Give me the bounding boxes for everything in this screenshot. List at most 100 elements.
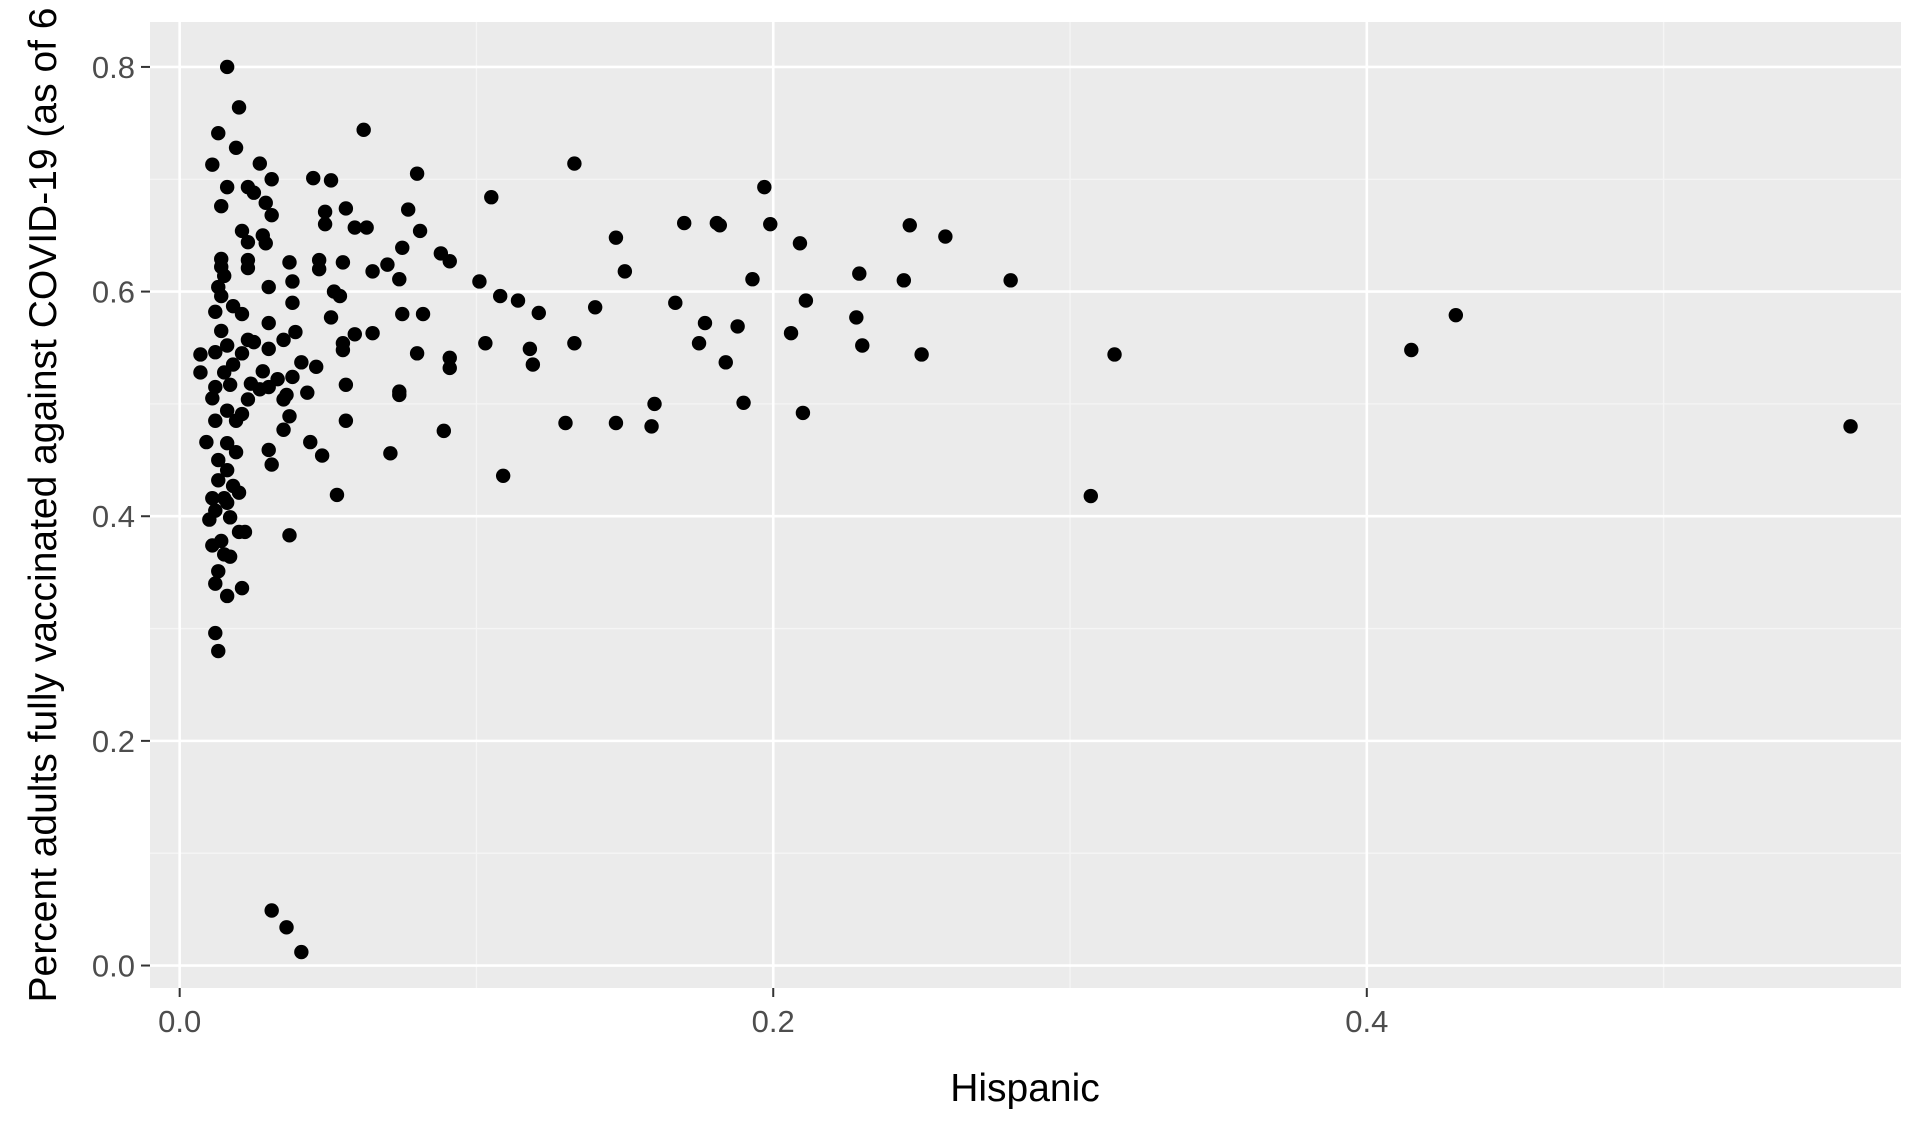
data-point <box>276 422 291 437</box>
data-point <box>852 266 867 281</box>
data-point <box>510 293 526 308</box>
data-point <box>211 452 226 468</box>
data-point <box>392 387 407 403</box>
data-point <box>314 448 330 463</box>
data-point <box>208 379 223 395</box>
data-points <box>193 59 1858 960</box>
data-point <box>442 360 457 376</box>
data-point <box>783 325 799 341</box>
data-point <box>219 59 235 75</box>
minor-gridlines <box>150 22 1901 988</box>
data-point <box>442 254 457 269</box>
data-point <box>335 342 351 358</box>
data-point <box>264 903 279 918</box>
data-point <box>326 284 342 299</box>
data-point <box>285 295 300 311</box>
data-point <box>356 122 371 138</box>
data-point <box>558 415 573 431</box>
data-point <box>712 218 728 233</box>
data-point <box>1083 488 1098 504</box>
y-tick-label: 0.6 <box>92 275 135 310</box>
data-point <box>567 156 582 171</box>
data-point <box>231 100 247 115</box>
data-point <box>216 268 232 284</box>
data-point <box>208 345 223 360</box>
data-point <box>323 173 339 188</box>
data-point <box>525 357 541 372</box>
data-point <box>288 324 303 340</box>
data-point <box>338 413 354 428</box>
data-point <box>303 434 318 450</box>
data-point <box>228 140 244 156</box>
data-point <box>294 944 309 960</box>
data-point <box>395 306 410 322</box>
data-point <box>228 413 244 428</box>
data-point <box>668 295 683 311</box>
data-point <box>234 306 250 322</box>
data-point <box>380 257 395 272</box>
data-point <box>409 166 425 181</box>
data-point <box>222 510 238 525</box>
x-tick-label: 0.4 <box>1345 1004 1388 1039</box>
data-point <box>222 377 238 393</box>
data-point <box>219 462 235 478</box>
data-point <box>208 413 223 428</box>
data-point <box>255 364 270 379</box>
data-point <box>365 264 380 279</box>
data-point <box>261 279 276 295</box>
data-point <box>261 442 276 458</box>
data-point <box>472 274 487 289</box>
data-point <box>285 369 300 385</box>
data-point <box>219 179 235 195</box>
data-point <box>335 255 351 270</box>
data-point <box>409 346 425 361</box>
data-point <box>234 580 250 596</box>
data-point <box>208 625 223 641</box>
data-point <box>938 229 953 244</box>
data-point <box>436 423 452 439</box>
data-point <box>691 336 707 351</box>
data-point <box>279 920 294 935</box>
data-point <box>214 323 229 339</box>
data-point <box>493 288 508 304</box>
data-point <box>914 347 929 362</box>
data-point <box>317 216 333 232</box>
data-point <box>644 419 659 434</box>
data-point <box>279 387 294 403</box>
data-point <box>211 643 226 659</box>
y-axis-ticks: 0.0 0.2 0.4 0.6 0.8 <box>92 50 150 984</box>
y-tick-label: 0.2 <box>92 724 135 759</box>
data-point <box>400 202 416 217</box>
y-axis-title: Percent adults fully vaccinated against … <box>22 8 65 1003</box>
y-tick-label: 0.8 <box>92 50 135 85</box>
data-point <box>205 491 220 506</box>
data-point <box>1843 419 1858 434</box>
data-point <box>365 325 380 341</box>
x-tick-label: 0.0 <box>158 1004 201 1039</box>
data-point <box>214 199 229 214</box>
data-point <box>276 332 291 348</box>
data-point <box>219 588 235 604</box>
data-point <box>240 260 256 276</box>
y-tick-label: 0.0 <box>92 949 135 984</box>
data-point <box>264 172 279 187</box>
data-point <box>237 524 253 540</box>
data-point <box>1003 273 1018 288</box>
data-point <box>347 220 362 235</box>
data-point <box>608 415 624 431</box>
data-point <box>338 377 354 393</box>
data-point <box>193 347 208 362</box>
data-point <box>522 341 538 357</box>
data-point <box>205 391 220 406</box>
data-point <box>202 512 217 527</box>
data-point <box>531 305 546 321</box>
data-point <box>757 179 772 195</box>
data-point <box>311 261 327 277</box>
y-tick-label: 0.4 <box>92 499 135 534</box>
data-point <box>205 538 220 553</box>
data-point <box>252 382 268 397</box>
data-point <box>211 564 226 579</box>
data-point <box>211 126 226 141</box>
data-point <box>228 445 244 460</box>
data-point <box>208 304 223 319</box>
